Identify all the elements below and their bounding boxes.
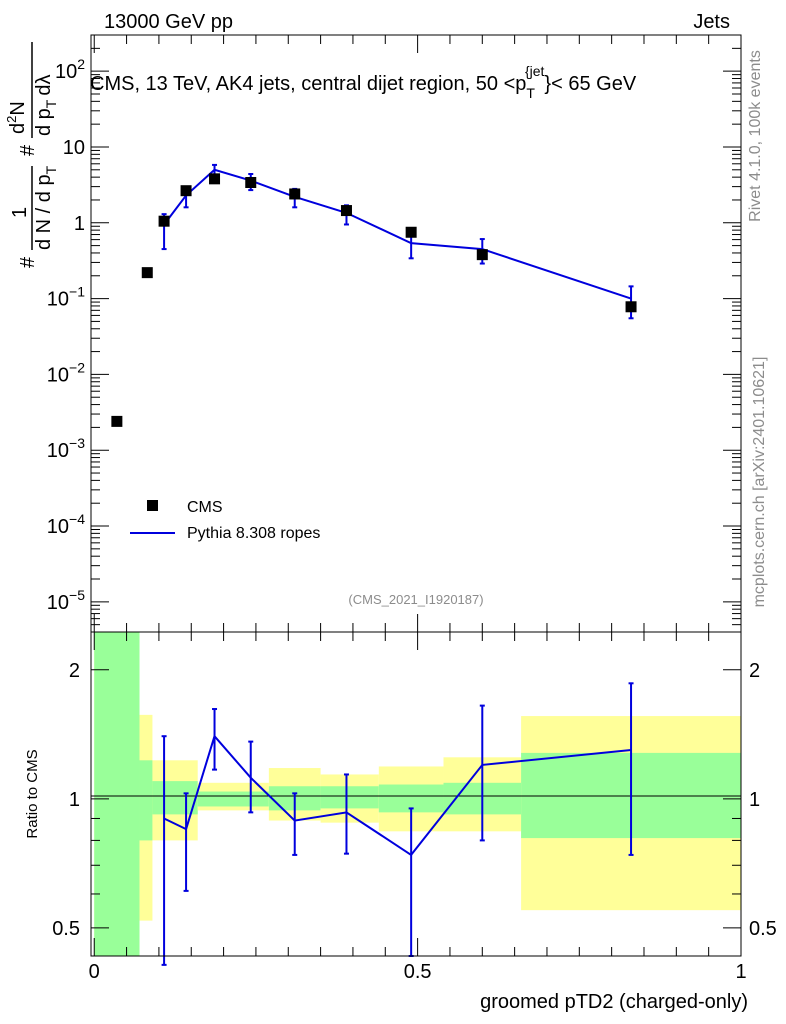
ratio-y-tick-label-right: 1 — [749, 789, 760, 811]
title-sup: {jet — [525, 63, 545, 79]
main-title: CMS, 13 TeV, AK4 jets, central dijet reg… — [90, 63, 637, 101]
ylabel-one: 1 — [9, 207, 31, 218]
tick-base: 10 — [47, 592, 69, 614]
ylabel-d2n: d2N — [4, 101, 29, 134]
ratio-y-tick-label-right: 0.5 — [749, 918, 777, 940]
ratio-bands — [94, 632, 741, 956]
tick-base: 10 — [47, 516, 69, 538]
title-post: }< 65 GeV — [544, 73, 636, 95]
ylabel-d2n-d: d — [7, 123, 29, 134]
cms-data-point — [141, 267, 153, 279]
ylabel-d2n-n: N — [7, 101, 29, 115]
ratio-y-tick-label: 0.5 — [52, 918, 80, 940]
main-y-tick-label: 10−1 — [47, 284, 85, 311]
ratio-band-green — [320, 786, 379, 809]
ratio-y-tick-label: 1 — [69, 789, 80, 811]
tick-base: 10 — [47, 440, 69, 462]
ylabel-den: d N / d pT — [33, 165, 59, 250]
main-axis-ticks — [91, 34, 742, 633]
legend: CMS Pythia 8.308 ropes — [130, 499, 320, 542]
ratio-y-tick-labels: 2 2 1 1 0.5 0.5 — [52, 660, 777, 940]
cms-data-point — [209, 173, 221, 185]
main-y-axis-label: # 1 d N / d pT # d2N d pTdλ — [4, 42, 59, 268]
pythia-line — [163, 168, 632, 300]
main-frame — [90, 34, 742, 633]
legend-pythia-label: Pythia 8.308 ropes — [187, 525, 320, 542]
ylabel-d2n-sup: 2 — [4, 116, 19, 123]
ratio-frame — [90, 631, 742, 957]
ylabel-hash-1: # — [17, 256, 39, 268]
tick-exponent: −1 — [69, 284, 85, 300]
mcplots-label: mcplots.cern.ch [arXiv:2401.10621] — [751, 357, 768, 608]
tick-base: 10 — [47, 364, 69, 386]
main-y-tick-label: 10−5 — [47, 587, 85, 614]
ratio-y-axis-label: Ratio to CMS — [24, 749, 41, 838]
cms-data-point — [476, 249, 488, 261]
ratio-band-green — [152, 781, 198, 815]
cms-data-point — [180, 185, 192, 197]
main-data — [111, 163, 637, 427]
x-tick-label: 0 — [89, 961, 100, 983]
legend-cms-label: CMS — [187, 499, 223, 516]
ylabel-dpt: d pTdλ — [33, 75, 59, 137]
cms-data-point — [289, 188, 301, 200]
ratio-panel: 2 21 10.5 0.5 0 0.5 1 Ratio to CMS groomed pT… — [24, 631, 777, 1013]
ylabel-dpt-sub: T — [43, 99, 59, 108]
tick-exponent: 2 — [77, 56, 85, 72]
title-sub: T — [526, 85, 535, 101]
header-left: 13000 GeV pp — [104, 11, 233, 33]
main-y-tick-label: 10−2 — [47, 359, 85, 386]
tick-base: 10 — [55, 61, 77, 83]
legend-cms-marker — [147, 500, 158, 511]
main-y-tick-label: 1 — [74, 213, 85, 235]
cms-data-point — [405, 226, 417, 238]
header-right: Jets — [693, 11, 730, 33]
cms-data-point — [625, 301, 637, 313]
cms-data-point — [340, 205, 352, 217]
ratio-band-green — [94, 632, 140, 956]
analysis-watermark: (CMS_2021_I1920187) — [348, 592, 483, 607]
cms-data-point — [158, 215, 170, 227]
ratio-x-tick-labels: 0 0.5 1 — [89, 961, 747, 983]
ylabel-hash-2: # — [17, 144, 39, 156]
ratio-band-green — [139, 760, 153, 841]
x-tick-label: 0.5 — [404, 961, 432, 983]
tick-exponent: −2 — [69, 359, 85, 375]
main-y-tick-label: 102 — [55, 56, 85, 83]
ratio-band-green — [197, 791, 269, 807]
rivet-label: Rivet 4.1.0, 100k events — [747, 50, 764, 222]
ratio-y-tick-label-right: 2 — [749, 660, 760, 682]
tick-base: 10 — [47, 289, 69, 311]
ylabel-den-sub: T — [43, 165, 59, 174]
title-pre: CMS, 13 TeV, AK4 jets, central dijet reg… — [90, 73, 526, 95]
main-y-tick-label: 10−4 — [47, 511, 85, 538]
x-axis-label: groomed pTD2 (charged-only) — [480, 991, 748, 1013]
x-tick-label: 1 — [735, 961, 746, 983]
tick-exponent: −3 — [69, 435, 85, 451]
ratio-data — [161, 682, 634, 966]
ylabel-dlam: dλ — [33, 75, 55, 96]
cms-data-point — [111, 415, 123, 427]
tick-exponent: −5 — [69, 587, 85, 603]
main-y-tick-label: 10 — [63, 137, 85, 159]
ratio-y-tick-label: 2 — [69, 660, 80, 682]
main-y-tick-label: 10−3 — [47, 435, 85, 462]
tick-exponent: −4 — [69, 511, 85, 527]
ylabel-den-text: d N / d p — [33, 174, 55, 250]
ylabel-dpt-text: d p — [33, 108, 55, 136]
cms-data-point — [245, 176, 257, 188]
